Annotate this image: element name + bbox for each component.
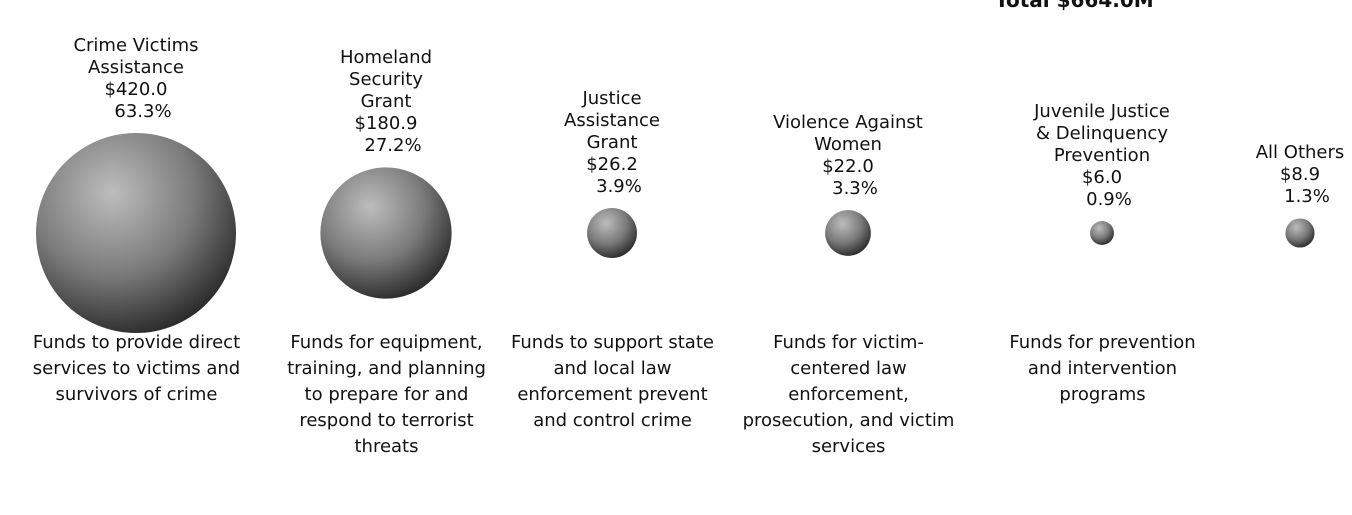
value-label: $420.0 (104, 79, 168, 100)
percent-label: 27.2% (364, 135, 422, 157)
category: All Others (1255, 142, 1345, 164)
bubble (1090, 221, 1114, 245)
bubble (1285, 218, 1315, 248)
value-label: $26.2 (586, 154, 638, 176)
percent-label: 3.9% (596, 176, 642, 198)
bubble-label: Juvenile Justice & Delinquency Preventio… (1027, 101, 1177, 211)
description: Funds for equipment, training, and plann… (287, 332, 486, 457)
percent-label: 63.3% (114, 101, 172, 122)
bubble-label: All Others $8.9 1.3% (1245, 142, 1352, 208)
description: Funds to provide direct services to vict… (32, 332, 241, 405)
value-label: $180.9 (354, 113, 418, 135)
category: Homeland Security Grant (339, 47, 433, 113)
bubble (587, 208, 637, 258)
category: Crime Victims Assistance (73, 35, 199, 78)
bubble (36, 133, 236, 333)
description: Funds for prevention and intervention pr… (1009, 332, 1196, 405)
percent-label: 1.3% (1284, 186, 1330, 208)
bubble (320, 167, 452, 299)
category: Justice Assistance Grant (564, 88, 660, 154)
bubble-label: Homeland Security Grant $180.9 27.2% (336, 47, 436, 157)
bubble (825, 210, 871, 256)
bubble-label: Justice Assistance Grant $26.2 3.9% (562, 88, 662, 198)
value-label: $6.0 (1081, 167, 1123, 189)
description: Funds for victim-centered law enforcemen… (742, 332, 955, 457)
percent-label: 3.3% (832, 178, 878, 200)
bubble-label: Violence Against Women $22.0 3.3% (768, 112, 928, 200)
value-label: $22.0 (822, 156, 874, 178)
bubble-label: Crime Victims Assistance $420.0 63.3% (66, 35, 206, 123)
value-label: $8.9 (1279, 164, 1321, 186)
chart-title: Total $664.0M (995, 0, 1154, 12)
description: Funds to support state and local law enf… (511, 332, 714, 431)
category: Violence Against Women (773, 112, 923, 156)
category: Juvenile Justice & Delinquency Preventio… (1034, 101, 1170, 167)
percent-label: 0.9% (1086, 189, 1132, 211)
